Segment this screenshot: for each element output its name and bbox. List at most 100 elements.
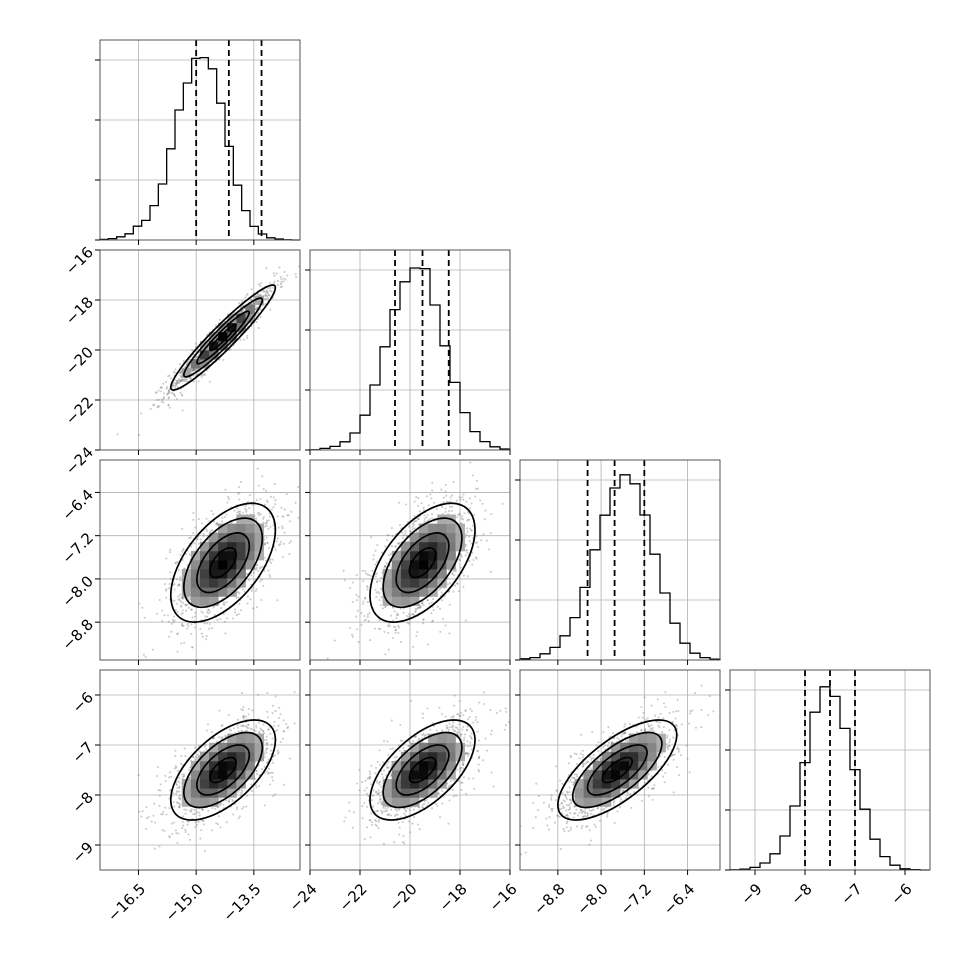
sample-point bbox=[242, 588, 245, 591]
density-cell bbox=[410, 578, 420, 588]
density-cell bbox=[446, 541, 456, 552]
sample-point bbox=[245, 573, 248, 576]
sample-point bbox=[283, 783, 286, 786]
sample-point bbox=[239, 306, 242, 309]
sample-point bbox=[385, 562, 388, 565]
panel-content bbox=[138, 467, 300, 658]
sample-point bbox=[430, 513, 434, 516]
sample-point bbox=[442, 617, 445, 620]
sample-point bbox=[190, 623, 193, 626]
sample-point bbox=[404, 530, 407, 533]
density-cell bbox=[446, 532, 456, 543]
sample-point bbox=[461, 515, 464, 518]
sample-point bbox=[265, 489, 268, 492]
sample-point bbox=[269, 495, 272, 498]
sample-point bbox=[225, 799, 228, 802]
sample-point bbox=[193, 542, 196, 545]
sample-point bbox=[189, 536, 192, 539]
sample-point bbox=[444, 483, 447, 486]
sample-point bbox=[236, 511, 239, 514]
sample-point bbox=[178, 806, 181, 809]
sample-point bbox=[268, 515, 271, 518]
sample-point bbox=[383, 566, 386, 569]
sample-point bbox=[384, 545, 387, 548]
sample-point bbox=[204, 638, 207, 641]
contour-line bbox=[209, 323, 238, 352]
sample-point bbox=[467, 512, 471, 515]
density-cell bbox=[410, 532, 420, 543]
sample-point bbox=[445, 500, 448, 503]
sample-point bbox=[284, 278, 287, 281]
sample-point bbox=[203, 373, 207, 376]
sample-point bbox=[448, 510, 451, 513]
sample-point bbox=[208, 610, 212, 613]
sample-point bbox=[394, 545, 397, 548]
sample-point bbox=[179, 797, 182, 800]
sample-point bbox=[263, 542, 267, 545]
sample-point bbox=[258, 567, 261, 570]
sample-point bbox=[259, 293, 262, 296]
sample-point bbox=[397, 624, 400, 627]
sample-point bbox=[191, 646, 194, 649]
sample-point bbox=[374, 575, 377, 578]
sample-point bbox=[282, 730, 285, 733]
density-cell bbox=[391, 560, 402, 570]
sample-point bbox=[205, 528, 208, 531]
sample-point bbox=[227, 713, 230, 716]
sample-point bbox=[266, 743, 269, 746]
sample-point bbox=[250, 589, 253, 593]
sample-point bbox=[163, 583, 166, 586]
sample-point bbox=[193, 369, 196, 372]
sample-point bbox=[181, 601, 184, 605]
sample-point bbox=[243, 590, 246, 593]
sample-point bbox=[272, 724, 275, 727]
sample-point bbox=[174, 371, 177, 374]
sample-point bbox=[203, 622, 206, 625]
sample-point bbox=[241, 708, 245, 712]
sample-point bbox=[207, 810, 210, 813]
sample-point bbox=[178, 363, 181, 366]
sample-point bbox=[392, 606, 395, 609]
sample-point bbox=[214, 807, 217, 811]
sample-point bbox=[171, 618, 174, 622]
sample-point bbox=[464, 554, 467, 557]
sample-point bbox=[470, 542, 473, 545]
sample-point bbox=[384, 564, 387, 568]
sample-point bbox=[155, 774, 158, 778]
sample-point bbox=[425, 516, 428, 519]
sample-point bbox=[178, 798, 181, 801]
sample-point bbox=[194, 611, 197, 614]
sample-point bbox=[387, 623, 390, 626]
sample-point bbox=[237, 510, 240, 513]
sample-point bbox=[164, 589, 167, 592]
sample-point bbox=[202, 533, 205, 536]
sample-point bbox=[444, 624, 447, 627]
sample-point bbox=[169, 789, 172, 792]
sample-point bbox=[501, 502, 504, 505]
sample-point bbox=[206, 615, 209, 618]
sample-point bbox=[441, 512, 445, 516]
density-cell bbox=[200, 560, 210, 570]
sample-point bbox=[384, 653, 387, 656]
sample-point bbox=[398, 524, 402, 527]
sample-point bbox=[229, 729, 233, 732]
sample-point bbox=[465, 544, 468, 547]
sample-point bbox=[433, 501, 436, 504]
sample-point bbox=[208, 622, 211, 626]
sample-point bbox=[155, 391, 158, 394]
sample-point bbox=[417, 504, 420, 507]
density-cell bbox=[419, 541, 429, 552]
sample-point bbox=[362, 579, 365, 583]
sample-point bbox=[176, 632, 179, 635]
sample-point bbox=[366, 585, 369, 589]
density-cell bbox=[181, 578, 192, 588]
sample-point bbox=[380, 596, 383, 599]
sample-point bbox=[384, 605, 387, 608]
sample-point bbox=[378, 592, 381, 595]
sample-point bbox=[366, 588, 369, 591]
sample-point bbox=[326, 657, 329, 660]
sample-point bbox=[180, 370, 183, 373]
sample-point bbox=[202, 534, 205, 538]
density-cell bbox=[190, 359, 201, 369]
density-cell bbox=[218, 578, 228, 588]
